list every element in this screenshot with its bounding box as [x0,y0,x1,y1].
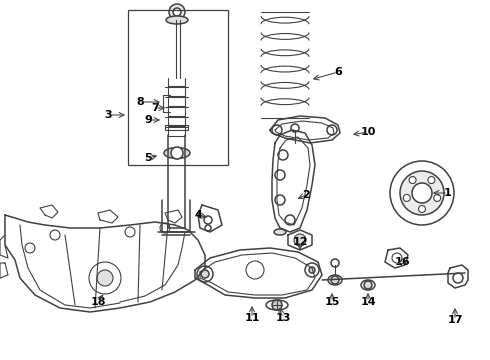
Ellipse shape [164,148,190,158]
Text: 6: 6 [334,67,342,77]
Circle shape [125,227,135,237]
Circle shape [453,273,463,283]
Text: 14: 14 [360,297,376,307]
Circle shape [400,171,444,215]
Circle shape [331,259,339,267]
Circle shape [201,270,209,278]
Circle shape [291,124,299,132]
Circle shape [364,281,372,289]
Text: 18: 18 [90,297,106,307]
Circle shape [197,266,213,282]
Circle shape [434,194,441,202]
Circle shape [173,8,181,16]
Text: 5: 5 [144,153,152,163]
Circle shape [331,276,339,284]
Text: 12: 12 [292,237,308,247]
Circle shape [294,234,306,246]
Text: 10: 10 [360,127,376,137]
Text: 17: 17 [447,315,463,325]
Text: 7: 7 [151,103,159,113]
Circle shape [403,194,410,202]
Bar [128,10,228,165]
Circle shape [278,150,288,160]
Circle shape [409,176,416,184]
Circle shape [89,262,121,294]
Circle shape [285,215,295,225]
Text: 15: 15 [324,297,340,307]
Circle shape [171,147,183,159]
Circle shape [412,183,432,203]
Ellipse shape [166,16,188,24]
Circle shape [272,125,282,135]
Circle shape [272,300,282,310]
Text: 1: 1 [444,188,452,198]
Circle shape [25,243,35,253]
Circle shape [204,216,212,224]
Circle shape [160,223,170,233]
Ellipse shape [266,300,288,310]
Circle shape [205,225,211,231]
Text: 2: 2 [302,190,310,200]
Text: 11: 11 [244,313,260,323]
Text: 9: 9 [144,115,152,125]
Text: 4: 4 [194,210,202,220]
Circle shape [169,4,185,20]
Circle shape [305,263,319,277]
Circle shape [246,261,264,279]
Circle shape [418,206,425,212]
Ellipse shape [328,275,342,285]
Circle shape [428,176,435,184]
Circle shape [309,267,315,273]
Text: 3: 3 [104,110,112,120]
Ellipse shape [361,280,375,290]
Text: 13: 13 [275,313,291,323]
Ellipse shape [274,229,286,235]
Circle shape [50,230,60,240]
Circle shape [327,125,337,135]
Text: 16: 16 [394,257,410,267]
Circle shape [275,195,285,205]
Circle shape [97,270,113,286]
Text: 8: 8 [136,97,144,107]
Circle shape [275,170,285,180]
Circle shape [392,253,402,263]
